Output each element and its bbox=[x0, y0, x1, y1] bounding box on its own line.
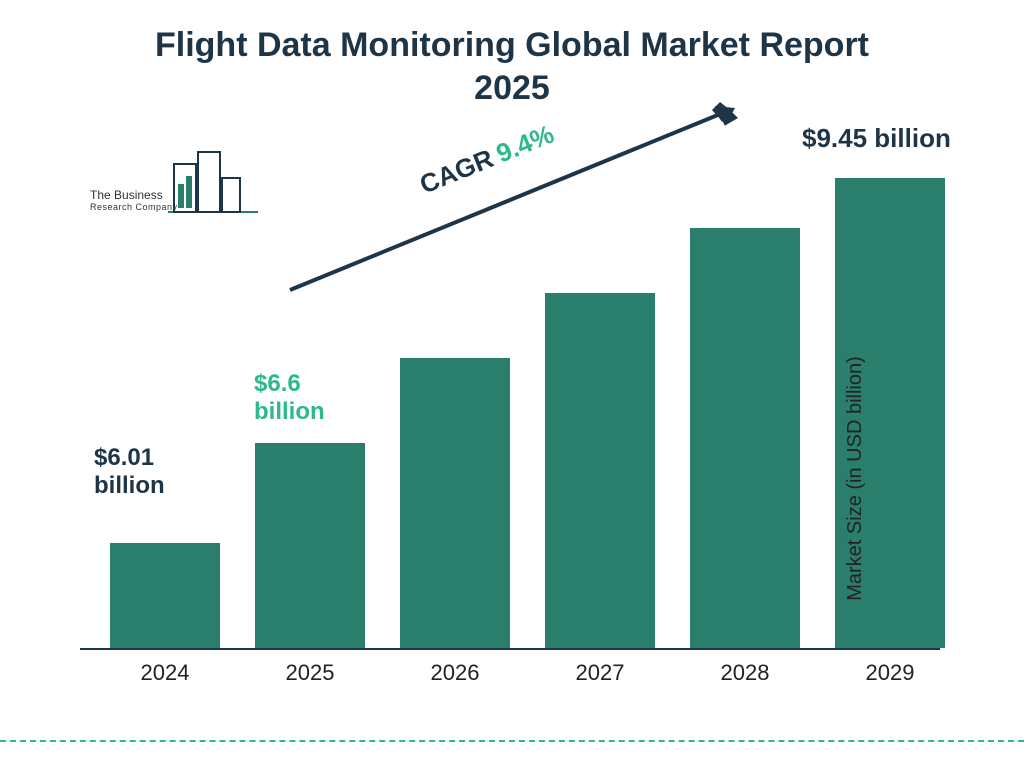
callout-second-l2: billion bbox=[254, 398, 325, 425]
x-label-2028: 2028 bbox=[690, 660, 800, 686]
x-label-2025: 2025 bbox=[255, 660, 365, 686]
callout-second-value: $6.6 billion bbox=[254, 370, 325, 425]
bar-2026 bbox=[400, 358, 510, 648]
x-label-2027: 2027 bbox=[545, 660, 655, 686]
callout-first-l1: $6.01 bbox=[94, 444, 154, 471]
x-label-2029: 2029 bbox=[835, 660, 945, 686]
trend-arrow-icon bbox=[280, 90, 760, 300]
callout-second-l1: $6.6 bbox=[254, 370, 301, 397]
x-label-2024: 2024 bbox=[110, 660, 220, 686]
callout-last-value: $9.45 billion bbox=[802, 124, 951, 154]
y-axis-label: Market Size (in USD billion) bbox=[844, 356, 867, 601]
title-line-1: Flight Data Monitoring Global Market Rep… bbox=[155, 26, 869, 64]
callout-last-text: $9.45 billion bbox=[802, 123, 951, 153]
x-label-2026: 2026 bbox=[400, 660, 510, 686]
bar-2025 bbox=[255, 443, 365, 648]
callout-first-value: $6.01 billion bbox=[94, 444, 165, 499]
callout-first-l2: billion bbox=[94, 472, 165, 499]
bar-2024 bbox=[110, 543, 220, 648]
bar-2027 bbox=[545, 293, 655, 648]
x-axis-line bbox=[80, 648, 940, 650]
bottom-dashed-divider bbox=[0, 740, 1024, 742]
